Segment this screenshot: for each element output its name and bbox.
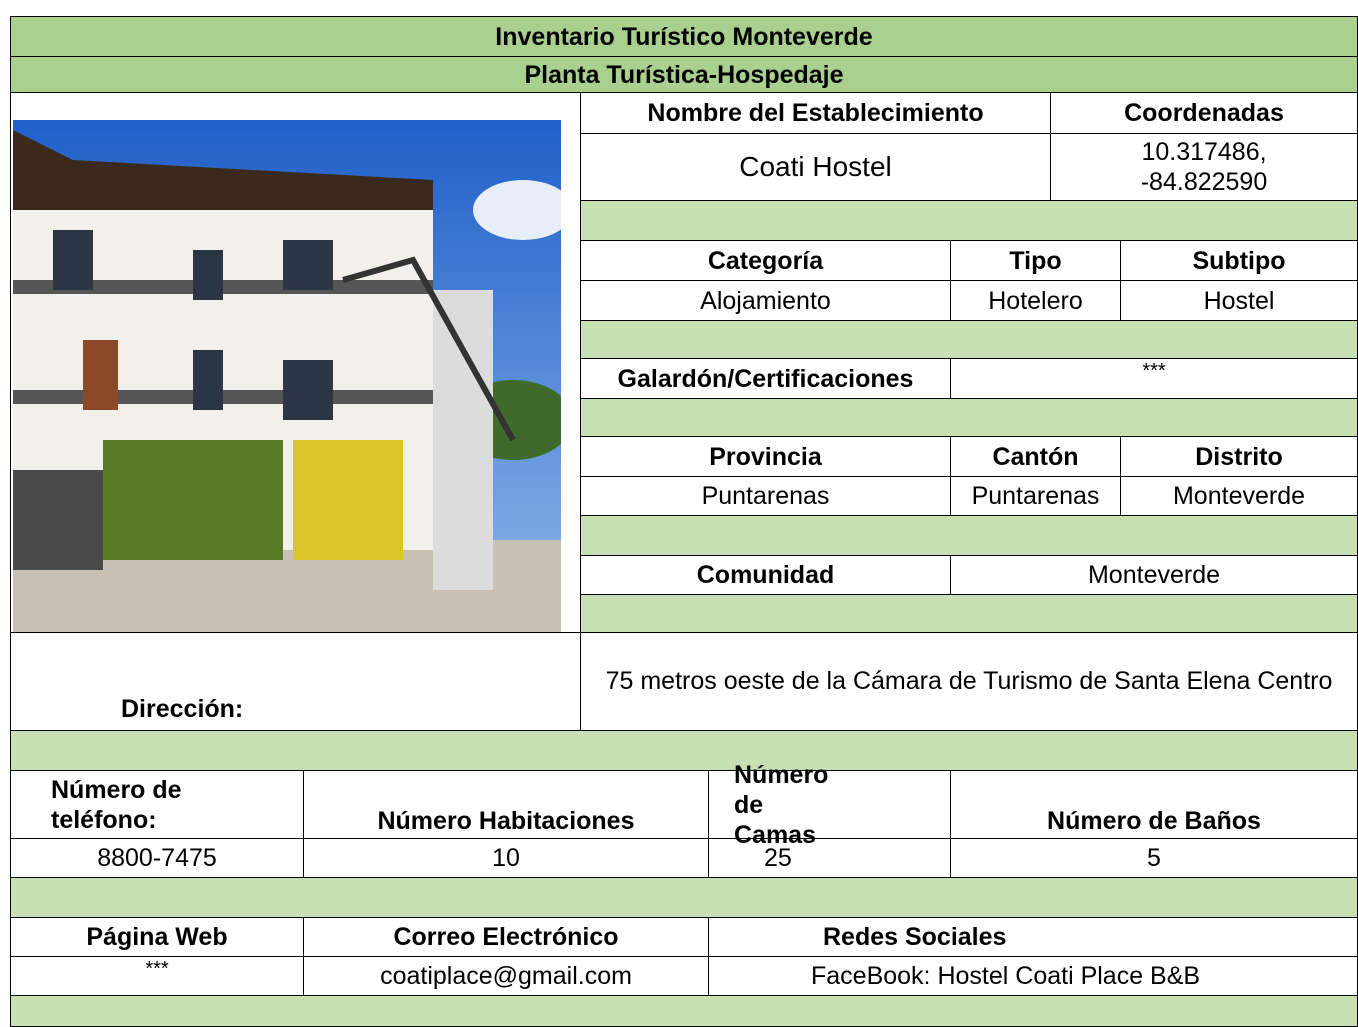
baths: 5 bbox=[950, 838, 1358, 878]
title: Inventario Turístico Monteverde bbox=[10, 16, 1358, 57]
web: *** bbox=[10, 956, 304, 996]
province-label: Provincia bbox=[580, 436, 951, 477]
rooms: 10 bbox=[303, 838, 709, 878]
award-label: Galardón/Certificaciones bbox=[580, 358, 951, 399]
baths-label: Número de Baños bbox=[950, 770, 1358, 839]
beds-label: Número de Camas bbox=[708, 761, 951, 849]
canton-label: Cantón bbox=[950, 436, 1121, 477]
subtype: Hostel bbox=[1120, 280, 1358, 321]
social: FaceBook: Hostel Coati Place B&B bbox=[708, 956, 1358, 996]
photo bbox=[13, 120, 561, 632]
province: Puntarenas bbox=[580, 476, 951, 516]
web-label: Página Web bbox=[10, 917, 304, 957]
social-label: Redes Sociales bbox=[708, 917, 1358, 957]
subtype-label: Subtipo bbox=[1120, 240, 1358, 281]
spacer bbox=[580, 594, 1358, 633]
coordinates: 10.317486, -84.822590 bbox=[1050, 133, 1358, 201]
spacer bbox=[580, 200, 1358, 241]
district-label: Distrito bbox=[1120, 436, 1358, 477]
name: Coati Hostel bbox=[580, 133, 1051, 201]
spacer bbox=[580, 320, 1358, 359]
type: Hotelero bbox=[950, 280, 1121, 321]
email-label: Correo Electrónico bbox=[303, 917, 709, 957]
spacer bbox=[580, 515, 1358, 556]
community: Monteverde bbox=[950, 555, 1358, 595]
category: Alojamiento bbox=[580, 280, 951, 321]
phone: 8800-7475 bbox=[10, 838, 304, 878]
subtitle: Planta Turística-Hospedaje bbox=[10, 56, 1358, 93]
coord-label: Coordenadas bbox=[1050, 92, 1358, 134]
category-label: Categoría bbox=[580, 240, 951, 281]
award: *** bbox=[950, 358, 1358, 399]
canton: Puntarenas bbox=[950, 476, 1121, 516]
type-label: Tipo bbox=[950, 240, 1121, 281]
photo-cell bbox=[10, 92, 581, 633]
beds: 25 bbox=[708, 838, 951, 878]
email: coatiplace@gmail.com bbox=[303, 956, 709, 996]
rooms-label: Número Habitaciones bbox=[303, 770, 709, 839]
spacer bbox=[580, 398, 1358, 437]
community-label: Comunidad bbox=[580, 555, 951, 595]
address-label: Dirección: bbox=[10, 632, 581, 731]
spacer bbox=[10, 877, 1358, 918]
address: 75 metros oeste de la Cámara de Turismo … bbox=[580, 632, 1358, 731]
district: Monteverde bbox=[1120, 476, 1358, 516]
name-label: Nombre del Establecimiento bbox=[580, 92, 1051, 134]
spacer bbox=[10, 995, 1358, 1027]
spacer bbox=[10, 730, 1358, 771]
phone-label: Número de teléfono: bbox=[10, 770, 304, 839]
